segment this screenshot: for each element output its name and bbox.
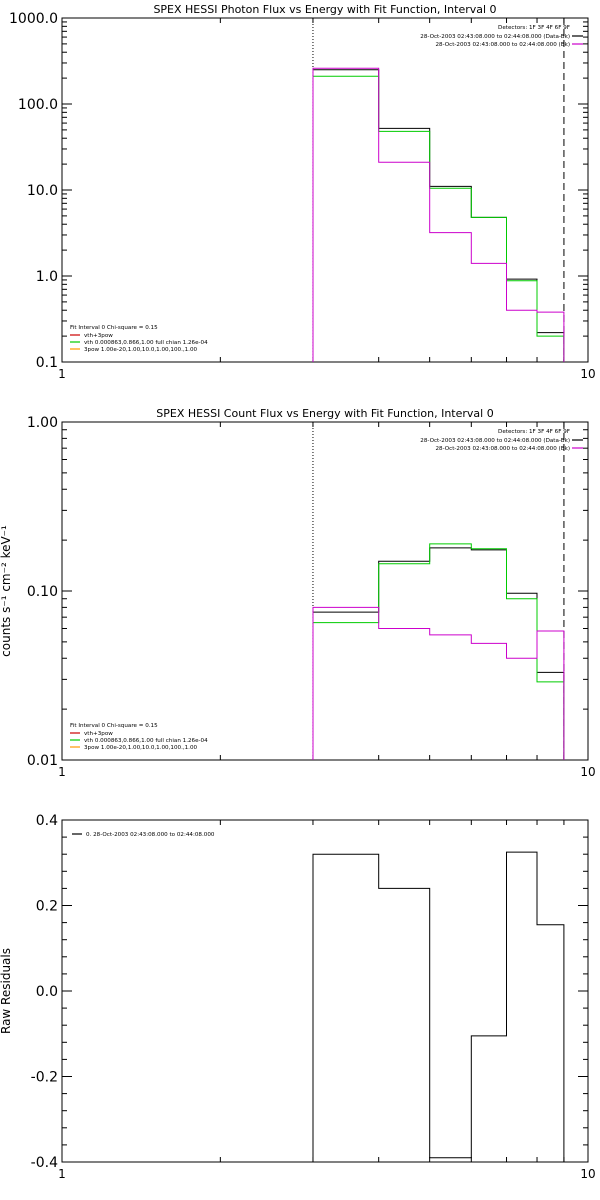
y-tick-label: 100.0: [18, 97, 58, 113]
y-tick-label: 0.4: [36, 813, 58, 829]
y-tick-label: 1.0: [36, 269, 58, 285]
x-tick-label: 10: [580, 1167, 595, 1181]
legend-entry-label: 3pow 1.00e-20,1.00,10.0,1.00,100.,1.00: [84, 745, 198, 751]
legend-detectors: Detectors: 1F 3F 4F 6F 9F: [498, 25, 570, 31]
legend-bottom-left: Fit Interval 0 Chi-square = 0.15 vth+3pow…: [70, 325, 208, 353]
series-1-steps: [312, 69, 565, 362]
series-3-steps: [312, 606, 565, 760]
series-2-steps: [312, 75, 565, 362]
legend-top-right: Detectors: 1F 3F 4F 6F 9F 28-Oct-2003 02:…: [420, 429, 583, 452]
legend-entry-label: 28-Oct-2003 02:43:08.000 to 02:44:08.000…: [435, 42, 570, 48]
y-axis-label: counts s⁻¹ cm⁻² keV⁻¹: [0, 525, 13, 657]
legend-entry-label: 28-Oct-2003 02:43:08.000 to 02:44:08.000…: [420, 438, 570, 444]
y-tick-label: -0.4: [31, 1155, 58, 1171]
y-axis-label: Raw Residuals: [0, 948, 13, 1034]
legend-top-right: Detectors: 1F 3F 4F 6F 9F 28-Oct-2003 02:…: [420, 25, 583, 48]
y-tick-label: 1000.0: [9, 11, 58, 27]
legend-entry-label: vth 0.000863,0.866,1.00 full chian 1.26e…: [84, 738, 208, 744]
panel-3: Raw Residuals 1 10 -0.4 -0.2 0.0 0.2 0.4 0. 28-O…: [0, 813, 596, 1181]
legend-detectors: Detectors: 1F 3F 4F 6F 9F: [498, 429, 570, 435]
x-tick-label: 1: [58, 367, 66, 381]
legend-entry-label: 3pow 1.00e-20,1.00,10.0,1.00,100.,1.00: [84, 347, 198, 353]
y-tick-label: 0.0: [36, 984, 58, 1000]
series-3-steps: [312, 67, 565, 362]
panel-2: SPEX HESSI Count Flux vs Energy with Fit…: [0, 407, 596, 779]
series-1-steps: [312, 851, 565, 1162]
y-tick-label: 0.01: [27, 753, 58, 769]
legend-fit-line: Fit Interval 0 Chi-square = 0.15: [70, 723, 158, 729]
legend-bottom-left: Fit Interval 0 Chi-square = 0.15 vth+3pow…: [70, 723, 208, 751]
x-tick-label: 1: [58, 1167, 66, 1181]
x-tick-label: 10: [580, 765, 595, 779]
legend-top-left: 0. 28-Oct-2003 02:43:08.000 to 02:44:08.…: [72, 832, 215, 838]
y-tick-label: 10.0: [27, 183, 58, 199]
legend-entry-label: vth+3pow: [84, 731, 113, 737]
panel-1: SPEX HESSI Photon Flux vs Energy with Fi…: [9, 3, 596, 381]
chart-title: SPEX HESSI Count Flux vs Energy with Fit…: [156, 407, 493, 420]
legend-entry-label: 0. 28-Oct-2003 02:43:08.000 to 02:44:08.…: [86, 832, 215, 838]
legend-entry-label: vth 0.000863,0.866,1.00 full chian 1.26e…: [84, 340, 208, 346]
x-tick-label: 1: [58, 765, 66, 779]
x-tick-label: 10: [580, 367, 595, 381]
legend-entry-label: 28-Oct-2003 02:43:08.000 to 02:44:08.000…: [420, 34, 570, 40]
series-1-steps: [312, 547, 565, 760]
legend-entry-label: vth+3pow: [84, 333, 113, 339]
y-tick-label: 1.00: [27, 415, 58, 431]
y-tick-label: 0.2: [36, 899, 58, 915]
series-2-steps: [312, 543, 565, 760]
chart-title: SPEX HESSI Photon Flux vs Energy with Fi…: [153, 3, 496, 16]
y-tick-label: -0.2: [31, 1070, 58, 1086]
y-tick-label: 0.10: [27, 584, 58, 600]
y-tick-label: 0.1: [36, 355, 58, 371]
plot-frame: [61, 819, 589, 1163]
legend-entry-label: 28-Oct-2003 02:43:08.000 to 02:44:08.000…: [435, 446, 570, 452]
legend-fit-line: Fit Interval 0 Chi-square = 0.15: [70, 325, 158, 331]
plot-frame: [61, 421, 589, 761]
